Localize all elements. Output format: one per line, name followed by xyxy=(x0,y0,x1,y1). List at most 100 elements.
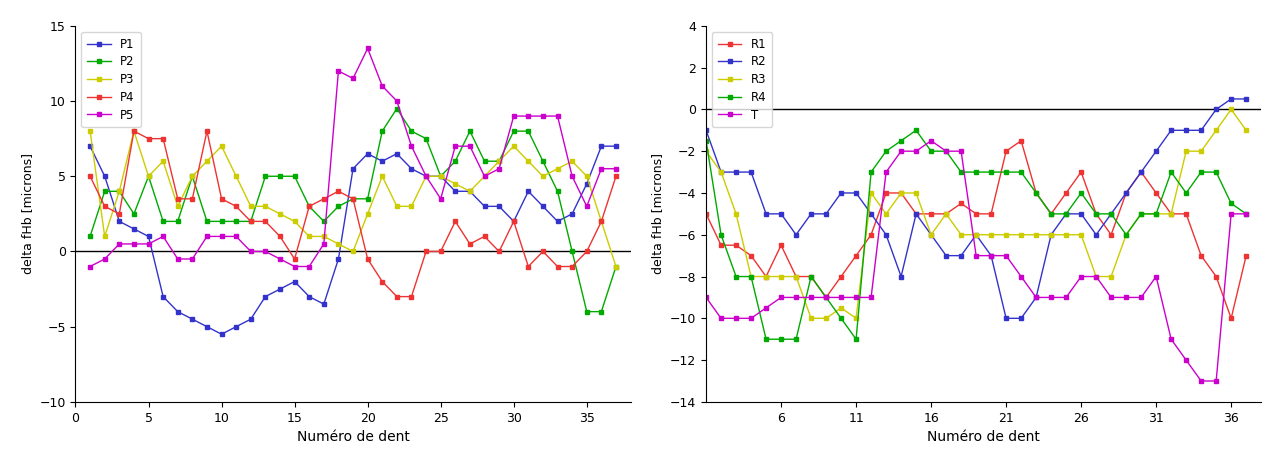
P3 xyxy=(579,173,595,179)
R4 xyxy=(833,316,849,321)
R3 xyxy=(1014,232,1029,238)
R3 xyxy=(728,211,744,217)
R2 xyxy=(954,253,969,259)
Legend: P1, P2, P3, P4, P5: P1, P2, P3, P4, P5 xyxy=(81,32,141,127)
P2 xyxy=(141,173,156,179)
R4 xyxy=(1088,211,1104,217)
P4 xyxy=(506,219,522,224)
R1 xyxy=(1194,253,1209,259)
P3 xyxy=(360,211,376,217)
R2 xyxy=(1194,127,1209,133)
P1 xyxy=(477,204,492,209)
P1 xyxy=(608,143,623,149)
R1 xyxy=(999,148,1014,154)
P5 xyxy=(360,46,376,51)
P3 xyxy=(433,173,449,179)
P2 xyxy=(97,188,113,194)
R3 xyxy=(999,232,1014,238)
R4 xyxy=(1133,211,1149,217)
P2 xyxy=(82,233,97,239)
P3 xyxy=(258,204,273,209)
P5 xyxy=(214,233,229,239)
P3 xyxy=(214,143,229,149)
P5 xyxy=(258,249,273,254)
T xyxy=(938,148,954,154)
P5 xyxy=(477,173,492,179)
R3 xyxy=(773,274,788,279)
R4 xyxy=(1059,211,1074,217)
R1 xyxy=(894,190,909,196)
R2 xyxy=(728,169,744,175)
T xyxy=(1223,211,1238,217)
P1 xyxy=(536,204,551,209)
P1 xyxy=(155,294,171,299)
P1 xyxy=(141,233,156,239)
P1 xyxy=(301,294,317,299)
R3 xyxy=(759,274,774,279)
P2 xyxy=(272,173,287,179)
P2 xyxy=(301,204,317,209)
T xyxy=(1209,378,1224,384)
P4 xyxy=(491,249,506,254)
P2 xyxy=(185,173,200,179)
P4 xyxy=(155,136,171,141)
P1 xyxy=(579,181,595,186)
Legend: R1, R2, R3, R4, T: R1, R2, R3, R4, T xyxy=(712,32,773,127)
T xyxy=(1044,295,1059,300)
R1 xyxy=(1149,190,1164,196)
R2 xyxy=(1238,96,1254,102)
R1 xyxy=(1073,169,1088,175)
P4 xyxy=(97,204,113,209)
P3 xyxy=(301,233,317,239)
R3 xyxy=(713,169,728,175)
P2 xyxy=(418,136,433,141)
T xyxy=(1178,357,1194,363)
R1 xyxy=(1104,232,1119,238)
P2 xyxy=(564,249,579,254)
R2 xyxy=(1133,169,1149,175)
R2 xyxy=(744,169,759,175)
P5 xyxy=(564,173,579,179)
R3 xyxy=(1194,148,1209,154)
R3 xyxy=(894,190,909,196)
P5 xyxy=(301,264,317,269)
T xyxy=(1118,295,1133,300)
R4 xyxy=(849,336,864,342)
R3 xyxy=(833,305,849,311)
P2 xyxy=(244,219,259,224)
P3 xyxy=(317,233,332,239)
X-axis label: Numéro de dent: Numéro de dent xyxy=(296,430,409,444)
P5 xyxy=(287,264,303,269)
R4 xyxy=(1044,211,1059,217)
R4 xyxy=(1118,232,1133,238)
P2 xyxy=(536,159,551,164)
R1 xyxy=(804,274,819,279)
R3 xyxy=(968,232,983,238)
T xyxy=(878,169,894,175)
R2 xyxy=(968,232,983,238)
P3 xyxy=(82,128,97,134)
P2 xyxy=(550,188,565,194)
P5 xyxy=(244,249,259,254)
R2 xyxy=(1088,232,1104,238)
P4 xyxy=(594,219,609,224)
R3 xyxy=(744,274,759,279)
R2 xyxy=(833,190,849,196)
P2 xyxy=(506,128,522,134)
P4 xyxy=(287,256,303,262)
P5 xyxy=(126,241,141,247)
P3 xyxy=(331,241,346,247)
R4 xyxy=(1073,190,1088,196)
P5 xyxy=(550,113,565,119)
R4 xyxy=(759,336,774,342)
Line: R4: R4 xyxy=(704,128,1249,342)
P4 xyxy=(447,219,463,224)
P3 xyxy=(155,159,171,164)
R2 xyxy=(1164,127,1179,133)
R4 xyxy=(968,169,983,175)
Line: P2: P2 xyxy=(87,106,618,314)
R1 xyxy=(849,253,864,259)
R1 xyxy=(1238,253,1254,259)
P1 xyxy=(214,332,229,337)
T xyxy=(894,148,909,154)
